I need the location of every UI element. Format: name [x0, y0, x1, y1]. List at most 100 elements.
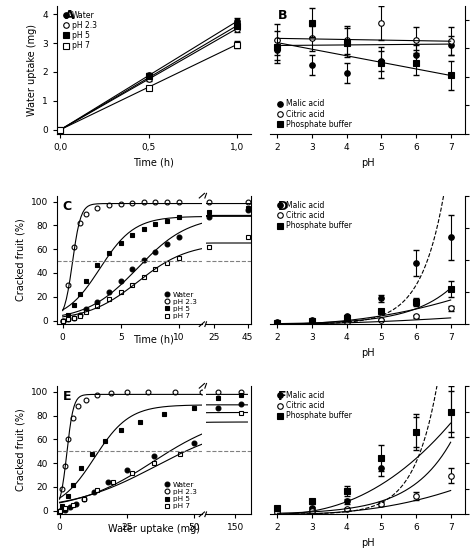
Citric acid — [378, 316, 384, 323]
pH 5 — [60, 317, 65, 324]
Line: pH 7: pH 7 — [57, 411, 474, 513]
Malic acid — [309, 317, 315, 324]
Citric acid — [448, 472, 454, 479]
Line: Water: Water — [57, 401, 474, 513]
Line: Malic acid: Malic acid — [274, 234, 454, 325]
Line: Phosphate buffer: Phosphate buffer — [274, 409, 454, 510]
Citric acid — [274, 509, 280, 515]
pH 7 — [176, 254, 182, 261]
pH 7 — [77, 312, 83, 319]
pH 2.3 — [77, 220, 83, 226]
Text: F: F — [278, 390, 287, 403]
Water — [91, 488, 97, 495]
Water — [57, 508, 63, 514]
Line: Malic acid: Malic acid — [274, 409, 454, 513]
pH 7 — [60, 317, 65, 324]
Water — [164, 241, 170, 248]
Legend: Malic acid, Citric acid, Phosphate buffer: Malic acid, Citric acid, Phosphate buffe… — [274, 390, 353, 422]
pH 5 — [419, 394, 425, 401]
Legend: Water, pH 2.3, pH 5, pH 7: Water, pH 2.3, pH 5, pH 7 — [61, 9, 99, 52]
Text: A: A — [64, 9, 74, 22]
Phosphate buffer — [413, 59, 419, 66]
Citric acid — [413, 493, 419, 499]
pH 5 — [72, 302, 77, 309]
pH 2.3 — [60, 317, 65, 324]
pH 2.3 — [65, 436, 71, 442]
pH 5 — [162, 411, 167, 418]
Phosphate buffer — [448, 285, 454, 292]
pH 2.3 — [62, 462, 68, 469]
Y-axis label: Cracked fruit (%): Cracked fruit (%) — [15, 409, 25, 492]
Line: Phosphate buffer: Phosphate buffer — [274, 286, 454, 326]
Line: pH 7: pH 7 — [60, 235, 474, 323]
Phosphate buffer — [274, 504, 280, 511]
Water — [176, 234, 182, 241]
pH 2.3 — [315, 199, 321, 205]
pH 5 — [83, 278, 89, 285]
pH 7 — [81, 495, 87, 502]
Phosphate buffer — [344, 39, 349, 46]
Water — [153, 248, 158, 255]
Text: E: E — [63, 390, 71, 403]
Malic acid — [274, 507, 280, 514]
X-axis label: pH: pH — [361, 158, 374, 168]
pH 5 — [65, 493, 71, 500]
pH 2.3 — [57, 126, 63, 133]
pH 7 — [110, 479, 116, 486]
Water — [118, 278, 124, 285]
Water — [419, 405, 425, 412]
Water — [65, 316, 71, 323]
Citric acid — [309, 320, 315, 326]
Malic acid — [344, 498, 349, 505]
pH 5 — [234, 23, 240, 29]
pH 5 — [315, 209, 321, 216]
pH 2.3 — [106, 202, 112, 208]
pH 7 — [315, 243, 321, 250]
Malic acid — [448, 408, 454, 415]
Malic acid — [274, 46, 280, 53]
Phosphate buffer — [344, 488, 349, 494]
pH 2.3 — [473, 388, 474, 395]
pH 5 — [106, 249, 112, 256]
Water — [81, 495, 87, 502]
pH 5 — [59, 503, 65, 509]
Malic acid — [378, 295, 384, 302]
Citric acid — [413, 36, 419, 43]
pH 2.3 — [108, 390, 113, 397]
Water — [245, 426, 250, 433]
Water — [72, 315, 77, 321]
Line: Malic acid: Malic acid — [274, 43, 454, 75]
Malic acid — [378, 465, 384, 471]
Malic acid — [448, 234, 454, 241]
pH 5 — [141, 226, 147, 232]
pH 5 — [146, 73, 152, 80]
pH 7 — [83, 309, 89, 316]
Line: Water: Water — [58, 19, 240, 133]
Line: pH 5: pH 5 — [58, 23, 240, 133]
pH 7 — [62, 505, 68, 512]
pH 5 — [137, 418, 143, 425]
Malic acid — [274, 319, 280, 326]
Malic acid — [309, 504, 315, 511]
pH 2.3 — [59, 486, 65, 493]
pH 2.3 — [129, 200, 135, 206]
pH 2.3 — [141, 199, 147, 205]
Line: pH 5: pH 5 — [60, 205, 474, 323]
Y-axis label: Water uptake (mg): Water uptake (mg) — [27, 24, 36, 116]
Phosphate buffer — [274, 320, 280, 326]
Water — [83, 305, 89, 312]
Line: pH 7: pH 7 — [58, 41, 240, 133]
Water — [129, 266, 135, 273]
Citric acid — [274, 320, 280, 327]
pH 5 — [129, 232, 135, 238]
pH 5 — [272, 398, 277, 405]
Water — [57, 126, 63, 133]
Phosphate buffer — [344, 315, 349, 321]
pH 7 — [212, 441, 218, 447]
pH 7 — [129, 281, 135, 288]
Water — [191, 440, 197, 446]
Phosphate buffer — [274, 44, 280, 50]
Line: Citric acid: Citric acid — [274, 20, 454, 44]
Citric acid — [344, 36, 349, 43]
pH 2.3 — [83, 397, 89, 403]
